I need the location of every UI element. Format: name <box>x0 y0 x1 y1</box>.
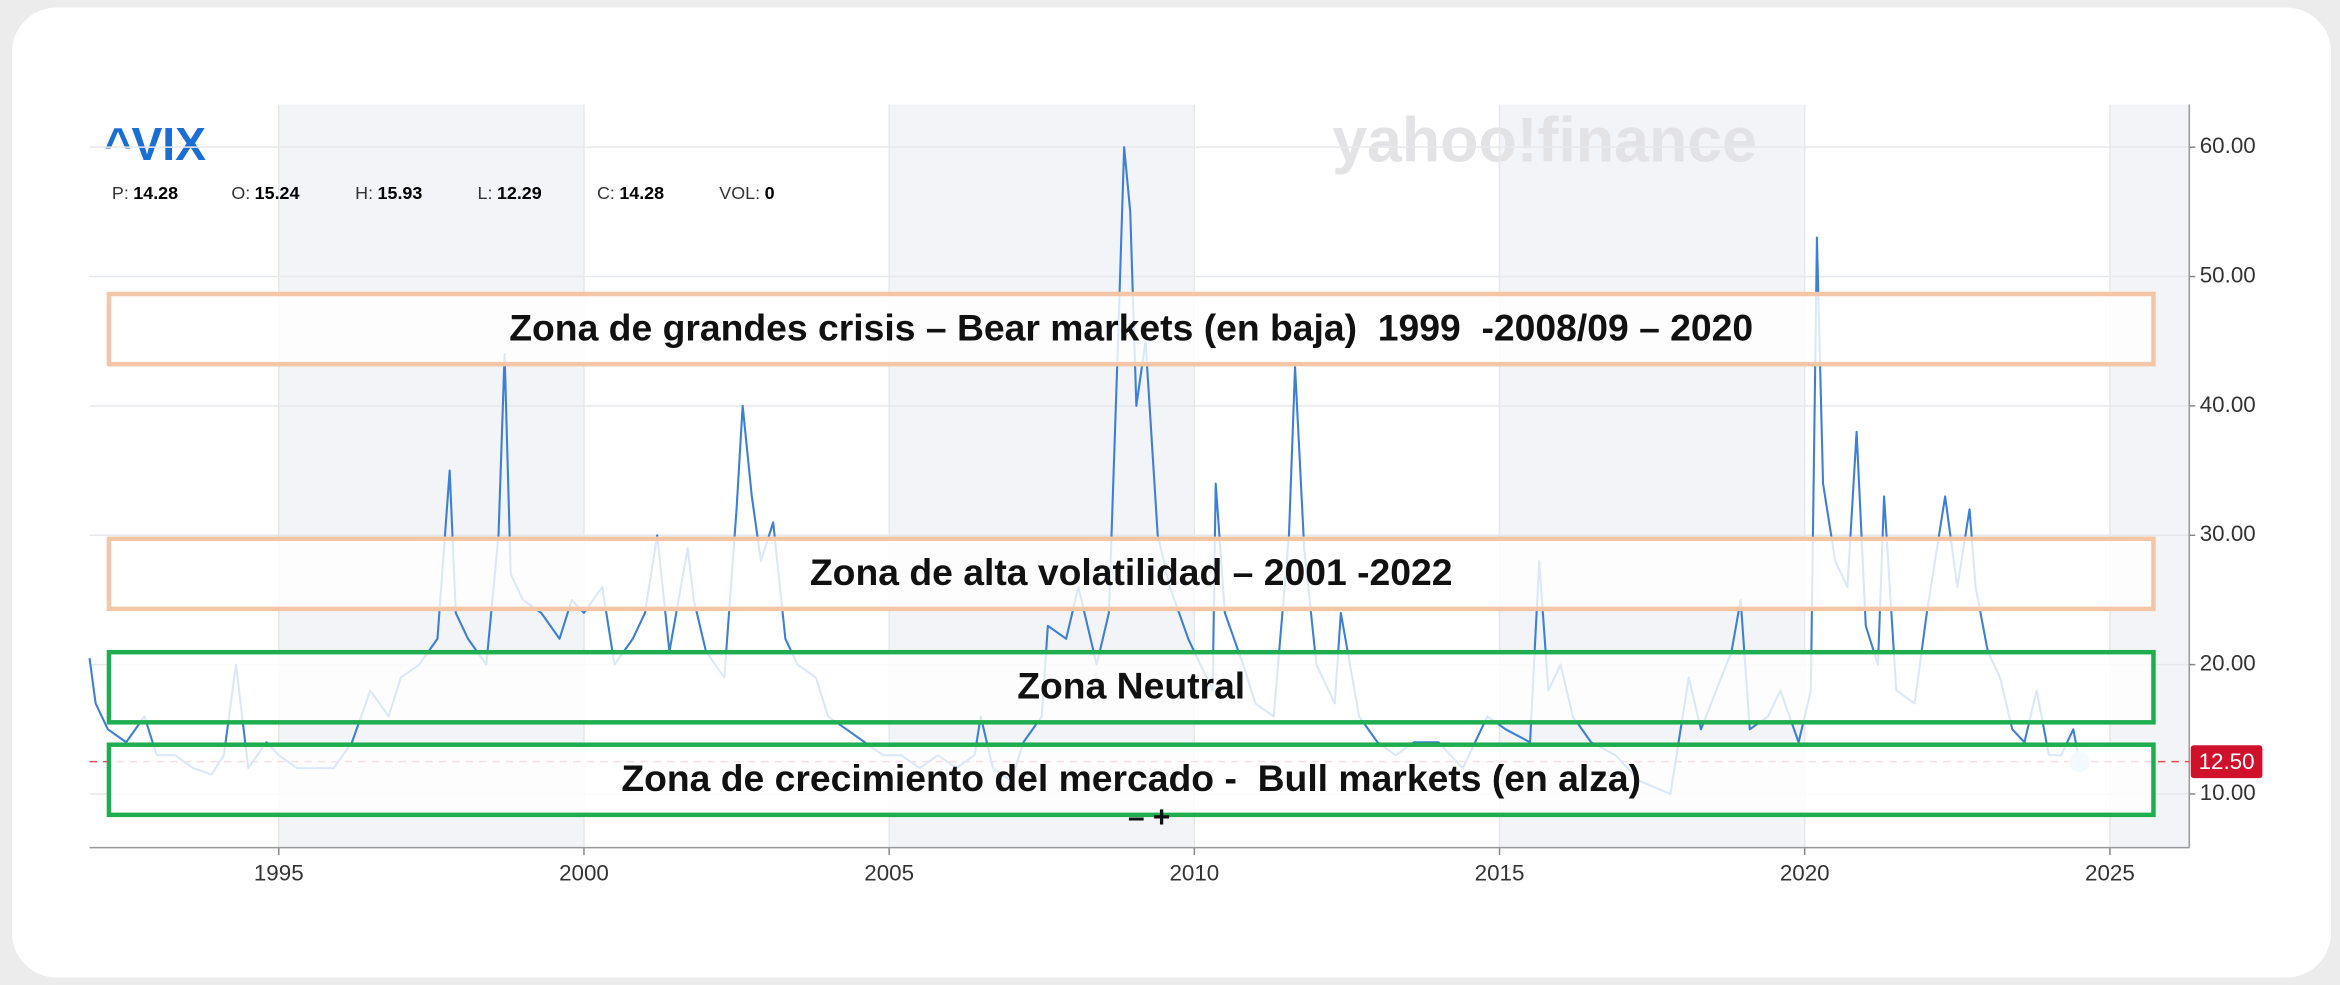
x-tick-label: 2005 <box>864 860 914 885</box>
quote-item: P: 14.28 <box>112 183 178 203</box>
y-tick-label: 30.00 <box>2200 521 2256 546</box>
x-tick-label: 2025 <box>2085 860 2135 885</box>
current-badge <box>2190 745 2263 779</box>
quote-label: O: <box>231 183 250 203</box>
quote-value: 12.29 <box>497 183 542 203</box>
current-label: 12.50 <box>2199 749 2255 774</box>
quote-value: 14.28 <box>133 183 178 203</box>
quote-value: 15.24 <box>255 183 300 203</box>
quote-item: L: 12.29 <box>478 183 542 203</box>
y-tick-label: 10.00 <box>2200 780 2256 805</box>
zone-box <box>106 649 2156 725</box>
zoom-controls: – + <box>1128 801 1170 834</box>
quote-label: P: <box>112 183 129 203</box>
y-tick-label: 60.00 <box>2200 133 2256 158</box>
y-tick-label: 50.00 <box>2200 262 2256 287</box>
quote-value: 0 <box>765 183 775 203</box>
x-tick-label: 2000 <box>559 860 609 885</box>
zone-label: Zona de grandes crisis – Bear markets (e… <box>509 306 1753 348</box>
zone-box <box>106 536 2156 612</box>
zone-label: Zona Neutral <box>1017 665 1245 707</box>
y-tick-label: 40.00 <box>2200 392 2256 417</box>
watermark: yahoo!finance <box>1332 105 1757 175</box>
x-tick-label: 1995 <box>254 860 304 885</box>
quote-item: H: 15.93 <box>355 183 422 203</box>
x-tick-label: 2010 <box>1169 860 1219 885</box>
shaded-band <box>278 104 584 848</box>
zone-box <box>106 742 2156 818</box>
zone-box <box>106 291 2156 367</box>
zone-label: Zona de alta volatilidad – 2001 -2022 <box>810 551 1453 593</box>
shaded-band <box>1499 104 1805 848</box>
y-tick-label: 20.00 <box>2200 651 2256 676</box>
quote-value: 14.28 <box>619 183 664 203</box>
shaded-band <box>889 104 1195 848</box>
quote-label: VOL: <box>719 183 760 203</box>
quote-label: C: <box>597 183 615 203</box>
quote-item: VOL: 0 <box>719 183 774 203</box>
quote-label: H: <box>355 183 373 203</box>
x-tick-label: 2020 <box>1780 860 1830 885</box>
quote-value: 15.93 <box>378 183 423 203</box>
quote-item: O: 15.24 <box>231 183 299 203</box>
x-tick-label: 2015 <box>1475 860 1525 885</box>
shaded-band <box>2109 104 2190 848</box>
chart-title: ^VIX <box>104 118 206 170</box>
zone-label: Zona de crecimiento del mercado - Bull m… <box>621 757 1641 799</box>
quote-label: L: <box>478 183 493 203</box>
quote-item: C: 14.28 <box>597 183 664 203</box>
